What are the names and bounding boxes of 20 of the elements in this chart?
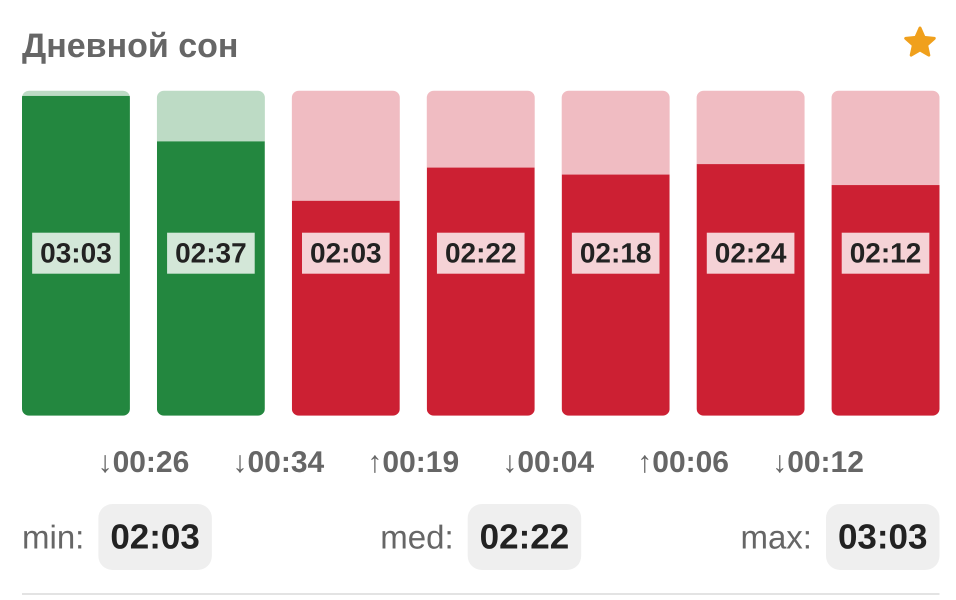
text: ↑00:06 [637, 446, 730, 479]
data-label: 03:03 [40, 238, 112, 269]
text: ↑00:19 [367, 446, 460, 479]
text: 03:03 [838, 518, 928, 556]
data-label: 02:18 [580, 238, 652, 269]
data-label: 02:03 [310, 238, 382, 269]
data-label: 02:24 [714, 238, 787, 269]
data-label: 02:37 [175, 238, 247, 269]
text: ↓00:04 [502, 446, 594, 479]
text: med: [380, 518, 454, 556]
data-label: 02:22 [444, 238, 517, 269]
chart-title: Дневной сон [22, 27, 238, 65]
text: ↓00:26 [98, 446, 190, 479]
data-label: 02:12 [850, 238, 922, 269]
text: 02:22 [480, 518, 570, 556]
text: ↓00:34 [232, 446, 325, 479]
text: 02:03 [110, 518, 200, 556]
text: ↓00:12 [772, 446, 864, 479]
text: max: [740, 518, 812, 556]
text: min: [22, 518, 84, 556]
